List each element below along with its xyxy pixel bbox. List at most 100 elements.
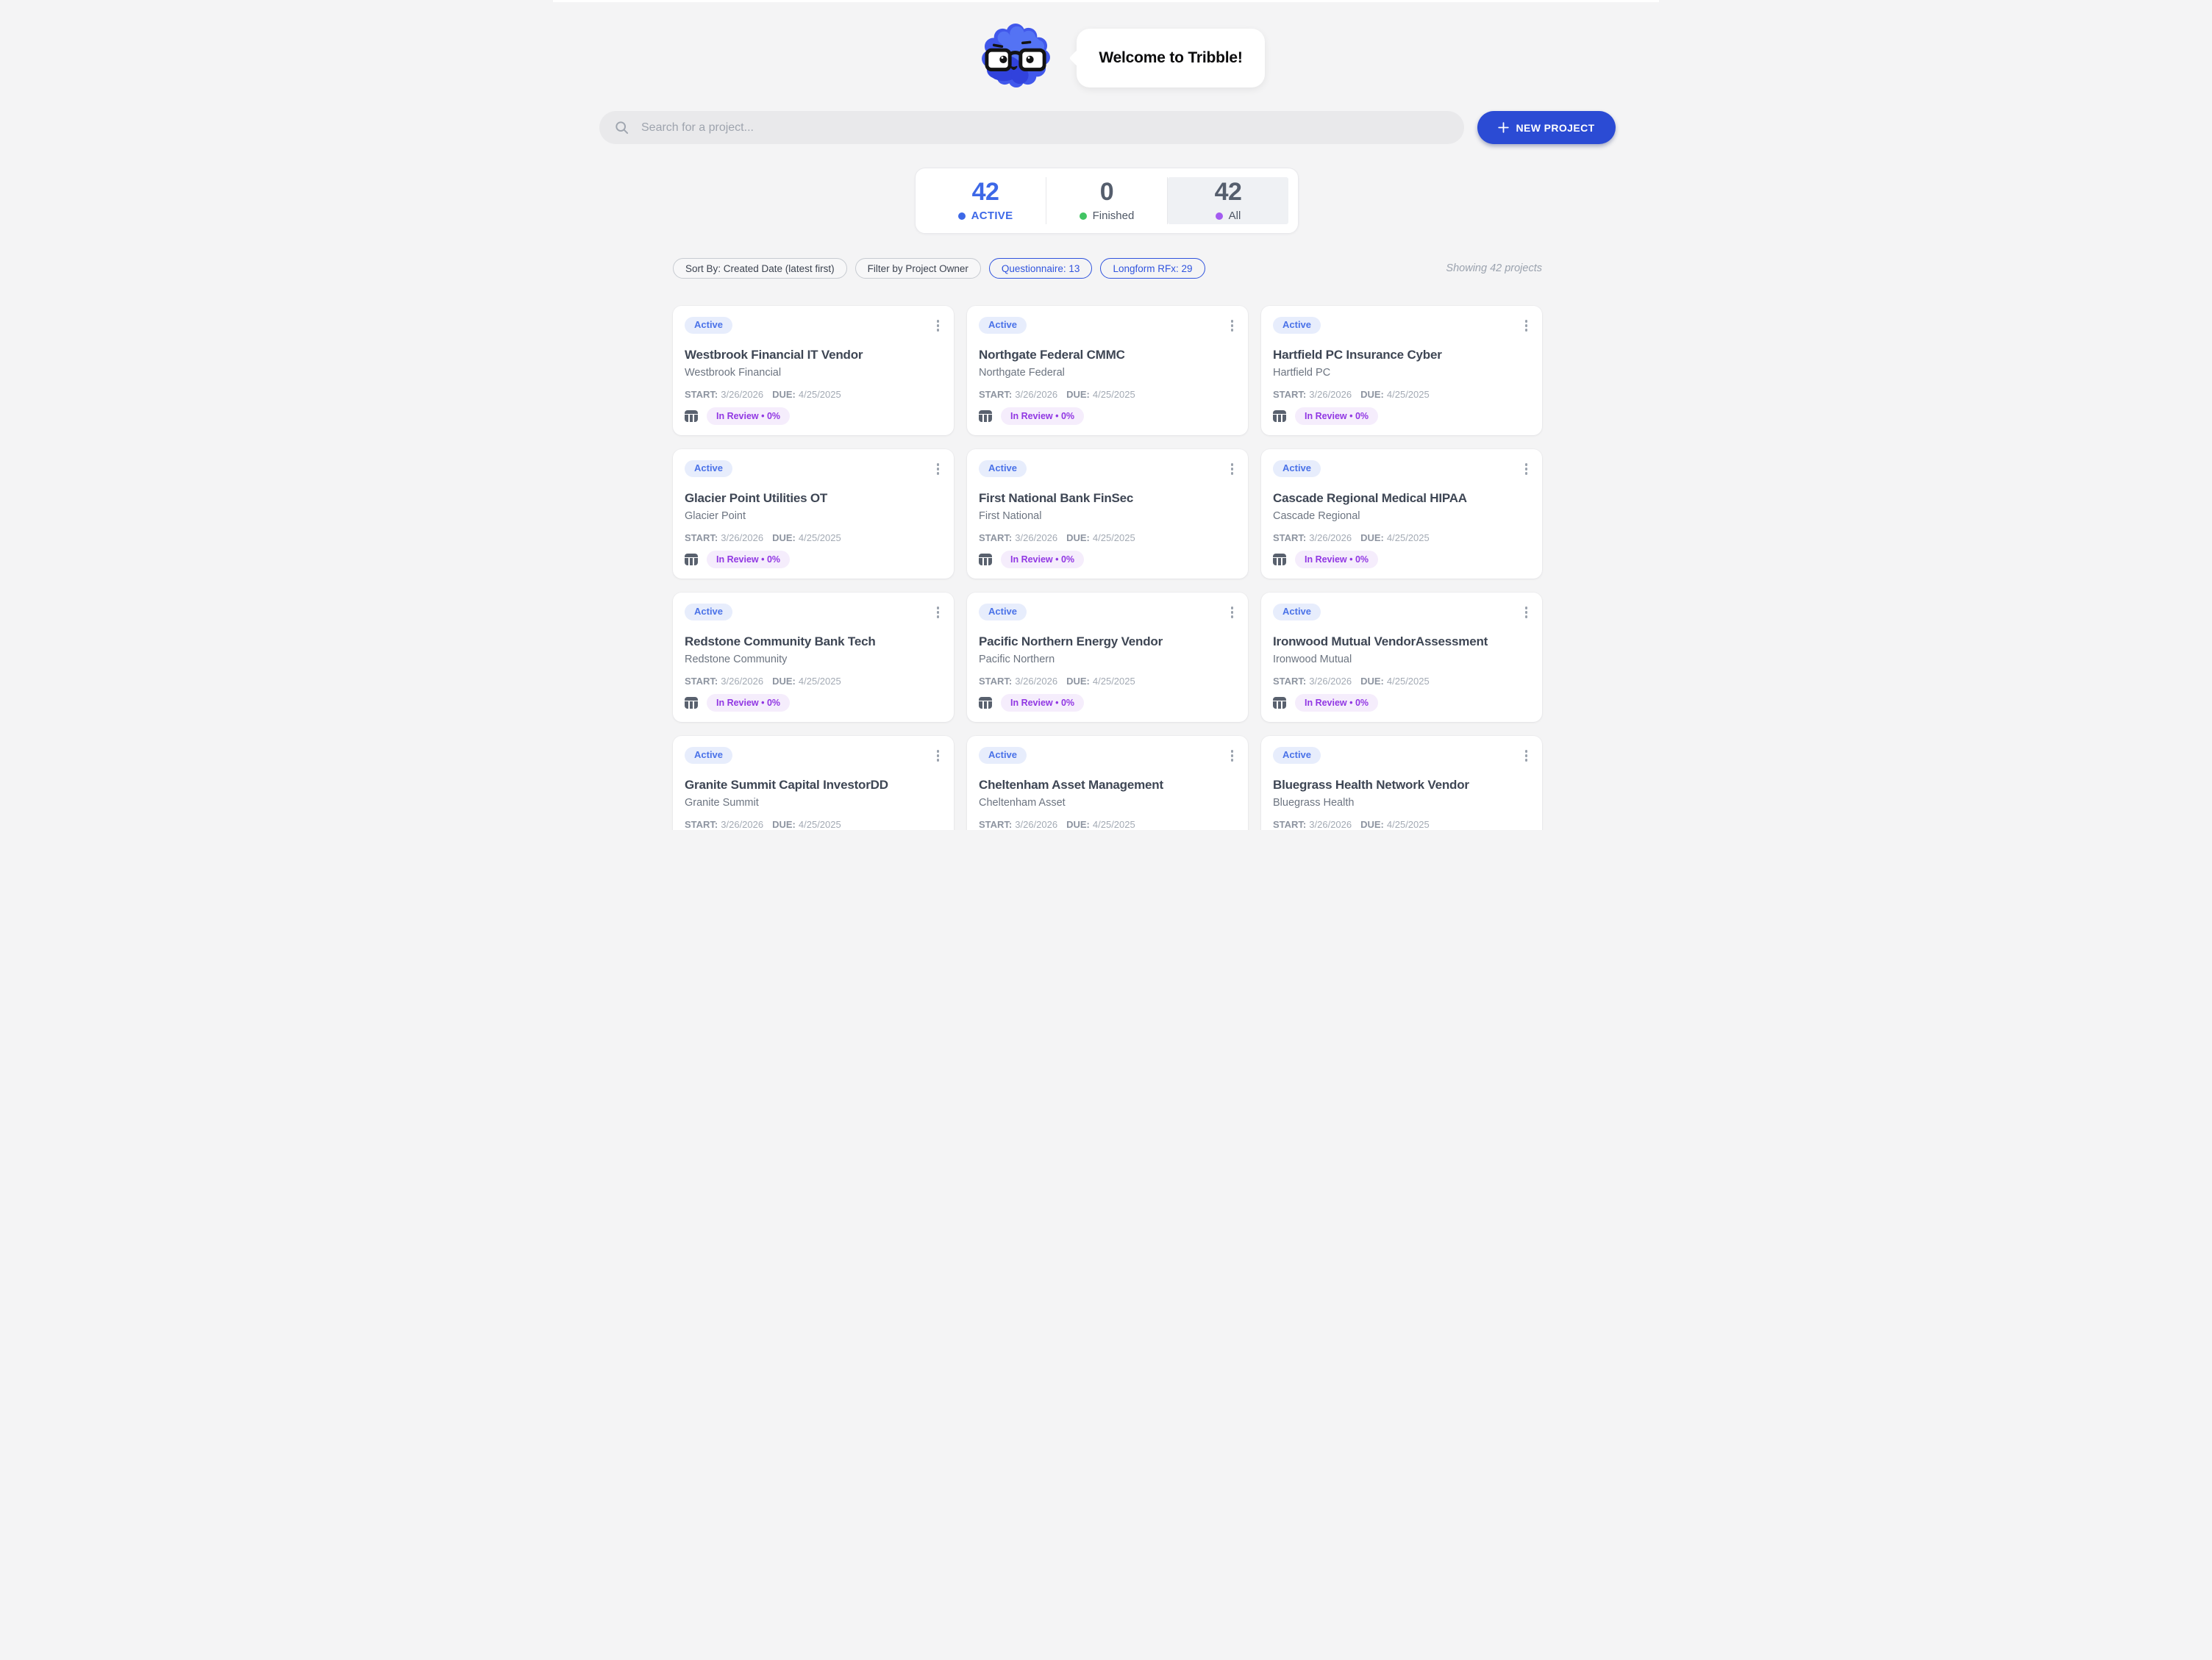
stats-card: 42 ACTIVE 0 Finished 42 All	[915, 168, 1299, 234]
due-label: DUE:	[1066, 389, 1090, 400]
review-progress-badge: In Review • 0%	[707, 407, 791, 426]
welcome-text: Welcome to Tribble!	[1099, 49, 1243, 66]
stat-finished[interactable]: 0 Finished	[1046, 177, 1168, 224]
kebab-menu-icon[interactable]	[1229, 461, 1236, 477]
start-date: 3/26/2026	[1015, 819, 1058, 830]
speech-bubble-tail	[1068, 49, 1086, 67]
status-badge: Active	[979, 604, 1027, 620]
start-date: 3/26/2026	[721, 676, 764, 687]
due-label: DUE:	[1066, 676, 1090, 687]
project-card[interactable]: Active Ironwood Mutual VendorAssessment …	[1261, 593, 1542, 722]
project-subtitle: Cheltenham Asset	[979, 797, 1066, 809]
start-date: 3/26/2026	[721, 389, 764, 400]
project-card[interactable]: Active Hartfield PC Insurance Cyber Hart…	[1261, 306, 1542, 435]
stat-all[interactable]: 42 All	[1168, 177, 1288, 224]
top-edge-strip	[553, 0, 1659, 2]
kebab-menu-icon[interactable]	[935, 461, 942, 477]
due-date: 4/25/2025	[1386, 819, 1430, 830]
kebab-menu-icon[interactable]	[935, 604, 942, 620]
project-card[interactable]: Active Westbrook Financial IT Vendor Wes…	[673, 306, 954, 435]
kebab-menu-icon[interactable]	[1229, 748, 1236, 764]
start-date: 3/26/2026	[1015, 389, 1058, 400]
project-subtitle: Hartfield PC	[1273, 367, 1331, 379]
due-date: 4/25/2025	[798, 532, 841, 543]
start-date: 3/26/2026	[1309, 676, 1352, 687]
project-card[interactable]: Active Northgate Federal CMMC Northgate …	[967, 306, 1248, 435]
status-badge: Active	[1273, 460, 1321, 477]
project-card[interactable]: Active Granite Summit Capital InvestorDD…	[673, 736, 954, 830]
project-title: Westbrook Financial IT Vendor	[685, 348, 863, 362]
project-subtitle: Northgate Federal	[979, 367, 1065, 379]
start-label: START:	[685, 389, 718, 400]
all-count: 42	[1214, 178, 1242, 206]
due-date: 4/25/2025	[1386, 676, 1430, 687]
project-dates: START: 3/26/2026 DUE: 4/25/2025	[979, 819, 1135, 830]
project-card[interactable]: Active Redstone Community Bank Tech Reds…	[673, 593, 954, 722]
search-bar	[599, 111, 1464, 144]
start-date: 3/26/2026	[721, 819, 764, 830]
project-card[interactable]: Active First National Bank FinSec First …	[967, 449, 1248, 579]
project-title: Pacific Northern Energy Vendor	[979, 634, 1163, 648]
sort-by-chip[interactable]: Sort By: Created Date (latest first)	[673, 258, 847, 279]
new-project-button[interactable]: NEW PROJECT	[1477, 111, 1616, 144]
project-title: Ironwood Mutual VendorAssessment	[1273, 634, 1488, 648]
start-date: 3/26/2026	[721, 532, 764, 543]
kebab-menu-icon[interactable]	[935, 748, 942, 764]
project-card[interactable]: Active Glacier Point Utilities OT Glacie…	[673, 449, 954, 579]
kebab-menu-icon[interactable]	[935, 318, 942, 334]
due-date: 4/25/2025	[798, 676, 841, 687]
project-card-footer: In Review • 0%	[685, 694, 791, 712]
project-card-footer: In Review • 0%	[1273, 694, 1379, 712]
table-icon	[685, 554, 698, 566]
kebab-menu-icon[interactable]	[1523, 748, 1530, 764]
start-date: 3/26/2026	[1015, 676, 1058, 687]
due-label: DUE:	[1360, 532, 1384, 543]
project-card[interactable]: Active Pacific Northern Energy Vendor Pa…	[967, 593, 1248, 722]
project-card-footer: In Review • 0%	[979, 551, 1085, 569]
kebab-menu-icon[interactable]	[1229, 604, 1236, 620]
project-dates: START: 3/26/2026 DUE: 4/25/2025	[685, 819, 841, 830]
filter-owner-chip[interactable]: Filter by Project Owner	[855, 258, 981, 279]
project-subtitle: Granite Summit	[685, 797, 759, 809]
project-subtitle: Pacific Northern	[979, 654, 1055, 665]
due-date: 4/25/2025	[798, 819, 841, 830]
project-card[interactable]: Active Cheltenham Asset Management Chelt…	[967, 736, 1248, 830]
status-badge: Active	[979, 460, 1027, 477]
table-icon	[979, 697, 992, 709]
status-badge: Active	[1273, 747, 1321, 764]
table-icon	[979, 410, 992, 423]
project-card-footer: In Review • 0%	[979, 694, 1085, 712]
kebab-menu-icon[interactable]	[1523, 461, 1530, 477]
status-badge: Active	[685, 460, 733, 477]
project-title: Bluegrass Health Network Vendor	[1273, 778, 1469, 792]
kebab-menu-icon[interactable]	[1229, 318, 1236, 334]
plus-icon	[1498, 122, 1510, 133]
longform-rfx-chip[interactable]: Longform RFx: 29	[1100, 258, 1205, 279]
questionnaire-chip[interactable]: Questionnaire: 13	[988, 258, 1093, 279]
start-label: START:	[979, 676, 1013, 687]
finished-dot-icon	[1079, 212, 1087, 220]
stat-active[interactable]: 42 ACTIVE	[925, 177, 1046, 224]
due-date: 4/25/2025	[798, 389, 841, 400]
all-dot-icon	[1215, 212, 1223, 220]
active-dot-icon	[957, 212, 966, 220]
project-card[interactable]: Active Bluegrass Health Network Vendor B…	[1261, 736, 1542, 830]
kebab-menu-icon[interactable]	[1523, 318, 1530, 334]
project-title: Northgate Federal CMMC	[979, 348, 1125, 362]
table-icon	[685, 697, 698, 709]
review-progress-badge: In Review • 0%	[1001, 694, 1085, 712]
start-date: 3/26/2026	[1309, 389, 1352, 400]
search-icon	[616, 121, 629, 135]
search-input[interactable]	[640, 120, 1415, 135]
status-badge: Active	[979, 747, 1027, 764]
project-subtitle: Redstone Community	[685, 654, 788, 665]
project-title: Glacier Point Utilities OT	[685, 491, 828, 505]
start-label: START:	[685, 532, 718, 543]
status-badge: Active	[685, 604, 733, 620]
project-card-footer: In Review • 0%	[685, 407, 791, 426]
kebab-menu-icon[interactable]	[1523, 604, 1530, 620]
review-progress-badge: In Review • 0%	[1295, 551, 1379, 569]
status-badge: Active	[1273, 317, 1321, 334]
project-card[interactable]: Active Cascade Regional Medical HIPAA Ca…	[1261, 449, 1542, 579]
start-label: START:	[1273, 389, 1307, 400]
